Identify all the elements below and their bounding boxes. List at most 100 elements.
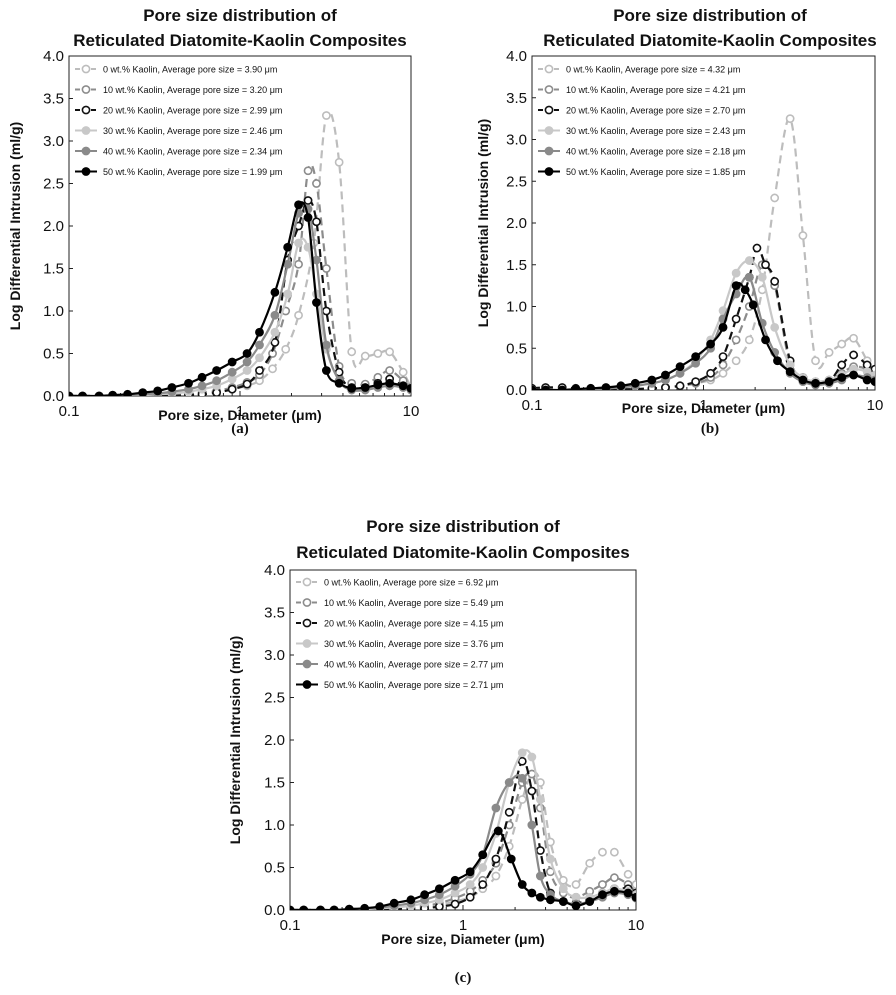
legend-swatch-marker <box>544 126 554 135</box>
data-point <box>283 242 293 252</box>
data-point <box>255 353 264 363</box>
data-point <box>532 385 537 390</box>
x-axis-label: Pore size, Diameter (μm) <box>158 407 321 423</box>
y-tick-label: 0.5 <box>43 346 64 363</box>
legend-label: 20 wt.% Kaolin, Average pore size = 4.15… <box>324 619 503 629</box>
data-point <box>744 335 754 345</box>
y-tick-label: 2.5 <box>264 690 285 707</box>
data-point <box>294 259 303 269</box>
legend: 0 wt.% Kaolin, Average pore size = 4.32 … <box>538 65 745 177</box>
data-point <box>347 383 357 393</box>
legend-swatch-marker <box>302 680 312 689</box>
legend-label: 10 wt.% Kaolin, Average pore size = 4.21… <box>566 85 745 95</box>
data-point <box>718 322 728 332</box>
data-point <box>321 111 331 120</box>
data-point <box>849 370 858 380</box>
data-point <box>360 351 370 361</box>
y-tick-label: 1.5 <box>43 261 64 278</box>
data-point <box>535 871 545 881</box>
data-point <box>312 179 321 188</box>
data-point <box>535 846 545 855</box>
data-point <box>541 385 550 390</box>
series-line <box>69 237 411 396</box>
y-axis-label: Log Differential Intrusion (ml/g) <box>227 636 243 844</box>
chart-title-line1: Pore size distribution of <box>143 6 337 25</box>
data-point <box>785 114 795 124</box>
legend-swatch-marker <box>302 598 312 607</box>
data-point <box>450 899 460 909</box>
data-point <box>255 366 264 375</box>
data-point <box>69 391 74 396</box>
data-point <box>837 360 847 370</box>
data-point <box>517 880 527 889</box>
series-2 <box>69 163 411 396</box>
legend-label: 30 wt.% Kaolin, Average pore size = 3.76… <box>324 639 503 649</box>
y-tick-label: 3.0 <box>264 647 285 664</box>
data-point <box>691 352 701 361</box>
data-point <box>78 391 87 396</box>
data-point <box>770 322 780 332</box>
data-point <box>770 193 780 203</box>
data-point <box>303 213 313 222</box>
y-tick-label: 1.5 <box>506 257 527 274</box>
legend-label: 20 wt.% Kaolin, Average pore size = 2.70… <box>566 106 745 116</box>
data-point <box>761 335 770 345</box>
y-tick-label: 3.0 <box>506 132 527 149</box>
data-point <box>748 300 758 310</box>
panel-caption: (c) <box>455 970 472 986</box>
data-point <box>294 310 303 320</box>
series-5 <box>69 203 411 396</box>
y-tick-label: 3.0 <box>43 133 64 150</box>
data-point <box>731 268 741 278</box>
data-point <box>527 888 537 898</box>
data-point <box>197 372 207 382</box>
series-1 <box>290 769 636 910</box>
data-point <box>545 854 555 864</box>
y-tick-label: 2.5 <box>506 173 527 190</box>
data-point <box>316 905 325 910</box>
data-point <box>255 340 264 350</box>
x-tick-label: 10 <box>628 917 645 934</box>
data-point <box>527 786 537 796</box>
legend-label: 0 wt.% Kaolin, Average pore size = 6.92 … <box>324 578 498 588</box>
data-point <box>294 200 303 210</box>
data-point <box>227 357 237 367</box>
legend-label: 20 wt.% Kaolin, Average pore size = 2.99… <box>103 106 282 116</box>
data-point <box>398 367 408 377</box>
data-point <box>535 795 545 804</box>
data-point <box>811 356 820 366</box>
data-point <box>558 897 568 906</box>
data-point <box>312 255 321 265</box>
chart-title-line2: Reticulated Diatomite-Kaolin Composites <box>73 31 406 50</box>
data-point <box>491 854 501 864</box>
data-point <box>290 905 295 910</box>
data-point <box>360 383 370 392</box>
series-3 <box>532 243 875 390</box>
series-line <box>290 759 636 910</box>
data-point <box>631 880 636 889</box>
panel-caption: (a) <box>231 421 249 437</box>
data-point <box>303 196 313 205</box>
legend: 0 wt.% Kaolin, Average pore size = 3.90 … <box>75 65 282 177</box>
series-line <box>532 282 875 390</box>
series-4 <box>532 256 875 390</box>
data-point <box>108 390 118 396</box>
data-point <box>94 391 104 396</box>
legend-swatch-marker <box>302 618 312 628</box>
data-point <box>824 377 834 387</box>
series-line <box>532 259 875 390</box>
y-tick-label: 1.0 <box>506 299 527 316</box>
legend-label: 40 wt.% Kaolin, Average pore size = 2.34… <box>103 147 282 157</box>
x-tick-label: 0.1 <box>522 397 543 414</box>
data-point <box>731 281 741 291</box>
data-point <box>661 370 670 380</box>
legend-swatch-marker <box>302 659 312 669</box>
y-tick-label: 0.5 <box>506 340 527 357</box>
data-point <box>517 773 527 783</box>
x-axis-label: Pore size, Diameter (μm) <box>622 400 785 416</box>
data-point <box>281 344 291 354</box>
data-point <box>691 377 701 387</box>
data-point <box>517 748 527 758</box>
data-point <box>761 260 770 270</box>
data-point <box>347 347 357 357</box>
